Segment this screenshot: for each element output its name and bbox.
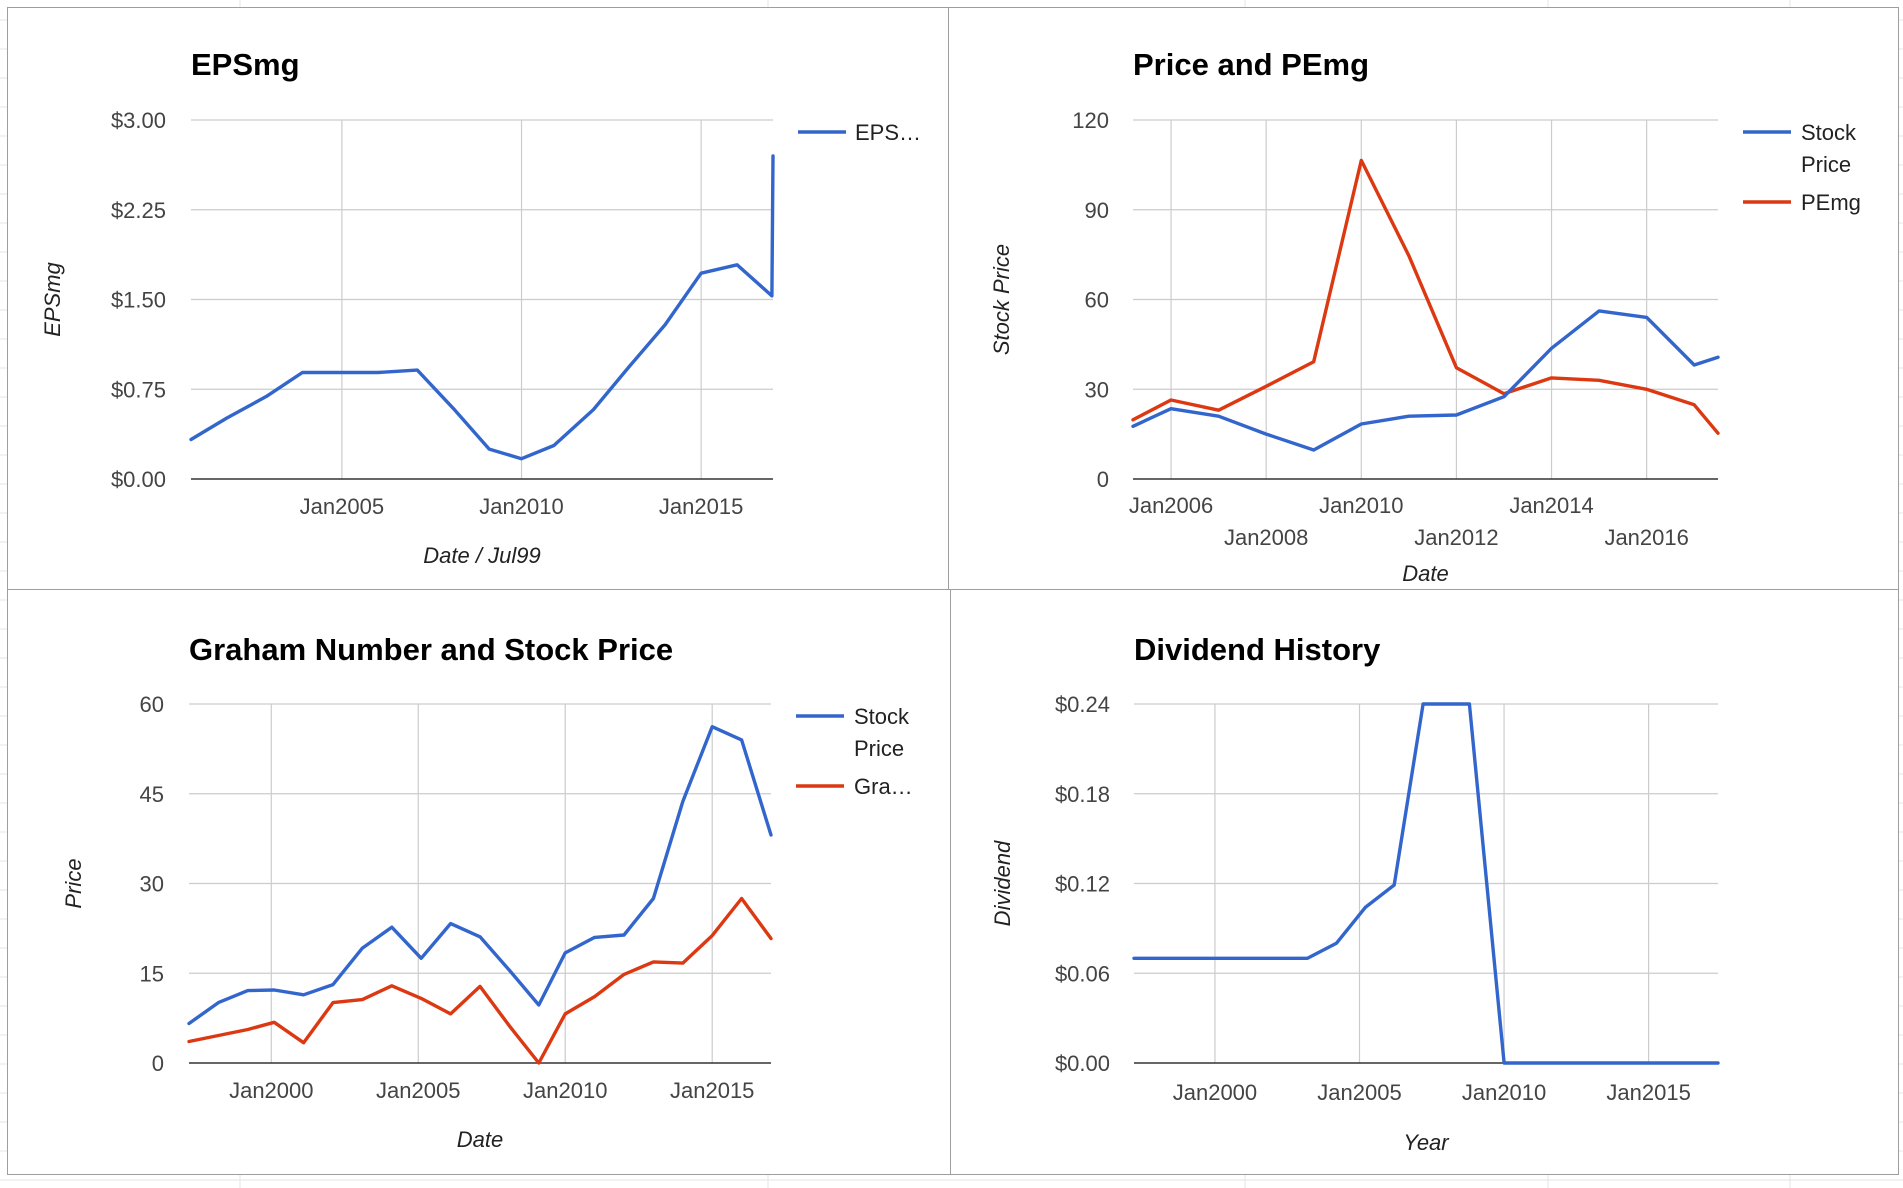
y-tick-label: 30 — [1085, 377, 1109, 402]
y-axis-title: Price — [61, 858, 86, 908]
y-tick-label: $2.25 — [111, 198, 166, 223]
y-tick-label: $0.00 — [111, 467, 166, 492]
x-tick-label: Jan2000 — [1173, 1080, 1257, 1105]
y-axis-title: Stock Price — [989, 244, 1014, 355]
x-tick-label: Jan2015 — [659, 494, 743, 519]
graham-svg: Graham Number and Stock Price Jan2000 Jan2… — [61, 632, 913, 1152]
y-tick-label: 30 — [140, 872, 164, 897]
y-tick-label: 0 — [152, 1051, 164, 1076]
x-tick-label: Jan2015 — [1606, 1080, 1690, 1105]
y-tick-label: $1.50 — [111, 288, 166, 313]
x-tick-label: Jan2005 — [300, 494, 384, 519]
series-line-stock-price[interactable] — [1131, 309, 1720, 452]
y-tick-label: $0.00 — [1055, 1051, 1110, 1076]
y-axis-title: Dividend — [990, 840, 1015, 926]
series-line-dividend[interactable] — [1132, 702, 1720, 1065]
x-tick-label: Jan2010 — [1462, 1080, 1546, 1105]
x-axis-title: Date — [457, 1127, 503, 1152]
x-tick-label: Jan2005 — [376, 1078, 460, 1103]
y-tick-label: $3.00 — [111, 108, 166, 133]
eps-svg: EPSmg Jan2005 Jan2010 Jan2015 $0.00 $0.75 $1.5… — [40, 47, 921, 568]
series-line-pemg[interactable] — [1131, 158, 1720, 435]
y-tick-label: 60 — [140, 692, 164, 717]
x-axis-title: Date — [1402, 561, 1448, 586]
y-tick-label: 120 — [1072, 108, 1109, 133]
x-tick-label: Jan2015 — [670, 1078, 754, 1103]
series-line-eps[interactable] — [189, 154, 775, 461]
y-tick-label: 45 — [140, 782, 164, 807]
y-axis-title: EPSmg — [40, 261, 65, 336]
legend-label[interactable]: Stock Price — [1801, 120, 1857, 177]
y-tick-label: $0.75 — [111, 377, 166, 402]
y-tick-label: 15 — [140, 961, 164, 986]
legend-label[interactable]: EPS… — [855, 120, 921, 145]
legend-label[interactable]: Stock Price — [854, 704, 910, 761]
x-tick-label: Jan2010 — [479, 494, 563, 519]
y-tick-label: 0 — [1097, 467, 1109, 492]
graham-number-chart[interactable]: Graham Number and Stock Price Jan2000 Jan2… — [7, 589, 952, 1175]
price-pe-chart[interactable]: Price and PEmg Jan2006 Jan2008 Jan2010 Jan20… — [948, 7, 1899, 591]
x-axis-title: Year — [1403, 1130, 1450, 1155]
y-tick-label: $0.06 — [1055, 961, 1110, 986]
x-tick-label: Jan2008 — [1224, 525, 1308, 550]
x-tick-label: Jan2012 — [1414, 525, 1498, 550]
x-tick-label: Jan2006 — [1129, 493, 1213, 518]
y-tick-label: $0.18 — [1055, 782, 1110, 807]
y-tick-label: 90 — [1085, 198, 1109, 223]
x-tick-label: Jan2010 — [523, 1078, 607, 1103]
x-tick-label: Jan2014 — [1509, 493, 1593, 518]
chart-title: Price and PEmg — [1133, 47, 1369, 82]
y-tick-label: 60 — [1085, 288, 1109, 313]
series-line-stock-price[interactable] — [187, 724, 773, 1026]
x-tick-label: Jan2010 — [1319, 493, 1403, 518]
eps-chart[interactable]: EPSmg Jan2005 Jan2010 Jan2015 $0.00 $0.75 $1.5… — [7, 7, 950, 591]
x-axis-title: Date / Jul99 — [423, 543, 540, 568]
legend-label[interactable]: PEmg — [1801, 190, 1861, 215]
x-tick-label: Jan2016 — [1604, 525, 1688, 550]
chart-title: EPSmg — [191, 47, 300, 82]
chart-title: Dividend History — [1134, 632, 1381, 667]
series-line-gra[interactable] — [187, 896, 773, 1065]
y-tick-label: $0.24 — [1055, 692, 1110, 717]
y-tick-label: $0.12 — [1055, 872, 1110, 897]
chart-title: Graham Number and Stock Price — [189, 632, 673, 667]
x-tick-label: Jan2000 — [229, 1078, 313, 1103]
x-tick-label: Jan2005 — [1317, 1080, 1401, 1105]
dividend-svg: Dividend History Jan2000 Jan2005 Jan2010 Jan… — [990, 632, 1720, 1155]
price-pe-svg: Price and PEmg Jan2006 Jan2008 Jan2010 Jan20… — [989, 47, 1861, 586]
legend-label[interactable]: Gra… — [854, 774, 913, 799]
dividend-history-chart[interactable]: Dividend History Jan2000 Jan2005 Jan2010 Jan… — [950, 589, 1899, 1175]
